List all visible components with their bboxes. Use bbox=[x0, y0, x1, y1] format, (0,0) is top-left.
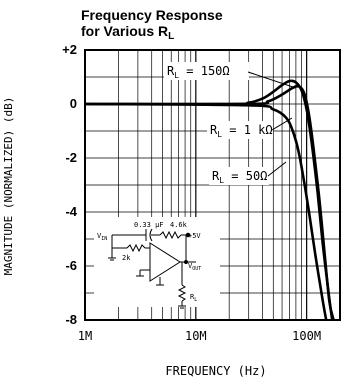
curve-label-leader bbox=[247, 71, 297, 89]
curve-label-leader bbox=[267, 161, 287, 177]
curve-label-leader bbox=[271, 117, 293, 131]
x-tick-labels: 1M 10M 100M bbox=[78, 329, 321, 343]
curve-label-bg bbox=[164, 62, 249, 80]
y-tick-label: -8 bbox=[65, 312, 77, 327]
series-line-3 bbox=[84, 102, 328, 321]
curve-label-bg bbox=[209, 167, 269, 185]
circuit-schematic bbox=[94, 217, 220, 309]
chart-title: Frequency Response bbox=[81, 7, 223, 23]
chart-subtitle: for Various RL bbox=[81, 23, 175, 42]
series-line-2 bbox=[84, 84, 335, 321]
vout-label: VOUT bbox=[188, 262, 201, 272]
supply-label: +5V bbox=[188, 232, 201, 240]
curve-label-bg bbox=[207, 121, 273, 139]
load-resistor-label: RL bbox=[190, 293, 197, 303]
y-tick-label: -4 bbox=[65, 204, 77, 219]
y-axis-label: MAGNITUDE (NORMALIZED) (dB) bbox=[2, 97, 15, 276]
y-tick-label: +2 bbox=[62, 42, 77, 57]
plot-frame bbox=[84, 49, 341, 321]
x-tick-label: 100M bbox=[292, 329, 321, 343]
x-axis-label: FREQUENCY (Hz) bbox=[165, 364, 266, 378]
capacitor-label: 0.33 µF bbox=[134, 221, 164, 229]
curves bbox=[84, 79, 335, 321]
feedback-resistor-label: 4.6k bbox=[170, 221, 188, 229]
vin-label: VIN bbox=[97, 232, 107, 242]
circuit-labels: 0.33 µF 4.6k +5V VIN 2k VOUT RL bbox=[97, 221, 201, 303]
curve-labels: RL = 150Ω RL = 1 kΩ RL = 50Ω bbox=[164, 62, 297, 185]
y-tick-labels: +2 0 -2 -4 -6 -8 bbox=[62, 42, 78, 327]
x-tick-label: 10M bbox=[185, 329, 207, 343]
gain-resistor-label: 2k bbox=[122, 254, 131, 262]
y-tick-label: -2 bbox=[65, 150, 77, 165]
y-tick-label: 0 bbox=[70, 96, 77, 111]
curve-label-2: RL = 1 kΩ bbox=[210, 123, 273, 139]
y-tick-label: -6 bbox=[65, 258, 77, 273]
curve-label-1: RL = 150Ω bbox=[167, 64, 230, 80]
curve-label-3: RL = 50Ω bbox=[212, 169, 267, 185]
x-tick-label: 1M bbox=[78, 329, 92, 343]
